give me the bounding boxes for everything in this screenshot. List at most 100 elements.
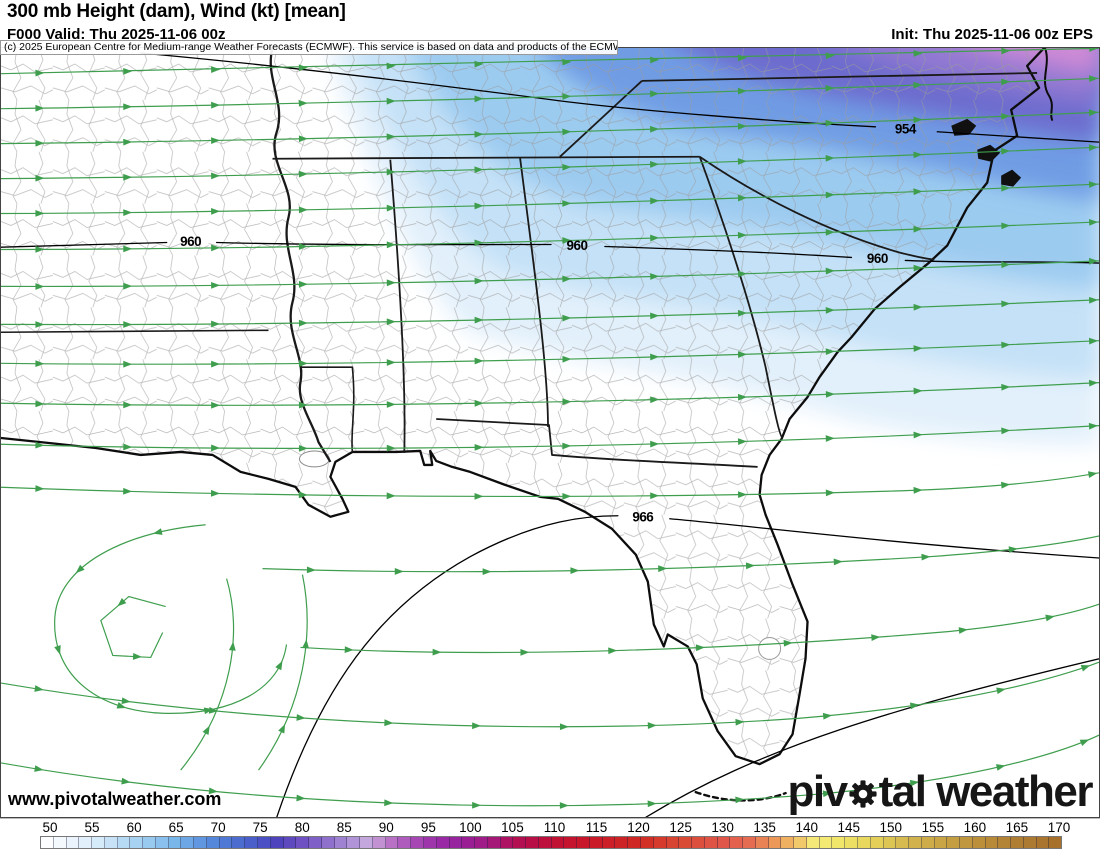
streamline-arrowhead [386, 318, 396, 326]
colorbar-tick: 165 [1005, 820, 1029, 835]
streamline-arrowhead [737, 87, 747, 95]
streamline-arrowhead [123, 245, 133, 253]
streamline-arrowhead [562, 163, 572, 171]
contour-966 [669, 518, 1099, 559]
streamline-arrowhead [298, 401, 308, 409]
streamline-arrowhead [909, 779, 920, 787]
streamline-arrowhead [123, 401, 133, 409]
streamline-arrowhead [35, 104, 45, 112]
streamline-arrowhead [296, 714, 306, 721]
streamline-arrowhead [825, 306, 835, 314]
streamline-arrowhead [386, 401, 396, 408]
streamline-arrowhead [306, 566, 316, 574]
streamline-arrowhead [123, 487, 133, 495]
colorbar-cell [717, 837, 731, 848]
streamline-arrowhead [296, 794, 306, 802]
colorbar-cell [143, 837, 156, 848]
streamline-arrowhead [735, 796, 745, 804]
streamline-arrowhead [825, 267, 835, 275]
height-contours [1, 52, 1099, 817]
colorbar-cell [411, 837, 424, 848]
colorbar-cell [309, 837, 322, 848]
streamline-arrowhead [211, 66, 221, 73]
streamline-arrowhead [386, 279, 396, 287]
colorbar-tick: 60 [126, 820, 142, 835]
streamline-arrowhead [737, 270, 748, 278]
streamline-arrowhead [386, 241, 396, 249]
streamline-arrowhead [570, 567, 580, 575]
streamline-arrowhead [996, 687, 1006, 695]
streamline-arrowhead [737, 158, 747, 165]
colorbar-tick: 130 [711, 820, 734, 835]
contour-954 [140, 52, 877, 128]
streamline-arrowhead [520, 648, 530, 656]
streamline-arrowhead [825, 228, 835, 236]
streamline-arrowhead [211, 137, 221, 144]
streamline-arrowhead [913, 387, 923, 395]
streamline-arrowhead [153, 528, 163, 535]
colorbar-cell [449, 837, 463, 848]
colorbar-cell [1036, 837, 1050, 848]
streamline-arrowhead [562, 442, 572, 450]
streamline-arrowhead [386, 444, 396, 452]
streamline-arrowhead [913, 50, 923, 57]
streamline-arrowhead [211, 320, 221, 328]
streamline-arrowhead [737, 438, 748, 446]
streamline-arrowhead [298, 319, 308, 327]
colorbar-cell [768, 837, 782, 848]
streamline-arrowhead [737, 54, 747, 62]
streamline-arrowhead [394, 568, 404, 575]
streamline-arrowhead [650, 492, 660, 500]
colorbar-cell [666, 837, 680, 848]
streamline-arrowhead [562, 492, 572, 500]
streamline-arrowhead [871, 634, 881, 641]
streamline-arrowhead [298, 491, 308, 499]
colorbar-cell [360, 837, 373, 848]
streamline-arrowhead [650, 353, 660, 361]
streamline-arrowhead [825, 119, 835, 127]
colorbar-cell [206, 837, 220, 848]
colorbar-cell [845, 837, 858, 848]
streamline-arrowhead [298, 444, 308, 452]
streamline-arrowhead [562, 398, 572, 406]
gulf-low-spiral-outer [54, 524, 288, 714]
colorbar-tick: 95 [420, 820, 436, 835]
colorbar-cell [130, 837, 144, 848]
streamline-arrowhead [1008, 546, 1018, 554]
streamline-arrowhead [298, 135, 308, 143]
streamline-arrowhead [202, 725, 210, 736]
streamline-arrowhead [650, 273, 660, 280]
streamline-arrowhead [1001, 261, 1011, 269]
streamline-arrowhead [825, 348, 835, 356]
streamline-arrowhead [474, 492, 484, 500]
streamline-arrowhead [75, 564, 85, 574]
streamline-arrowhead [1000, 481, 1011, 489]
contour-label: 960 [867, 251, 888, 266]
colorbar-tick: 55 [84, 820, 100, 835]
colorbar-tick: 100 [459, 820, 482, 835]
streamline-arrowhead [737, 491, 748, 499]
colorbar-cell [972, 837, 986, 848]
streamline-arrowhead [35, 69, 45, 77]
streamline-arrowhead [35, 441, 45, 449]
streamline-arrowhead [608, 647, 618, 655]
colorbar-cell [92, 837, 105, 848]
streamline-arrowhead [35, 321, 45, 328]
streamline-arrowhead [1088, 181, 1098, 188]
streamline-arrowhead [54, 645, 61, 655]
contour-960 [604, 245, 853, 259]
colorbar-tick: 50 [42, 820, 58, 835]
streamline-arrowhead [650, 125, 660, 133]
contour-960 [1, 241, 168, 248]
colorbar-cell [41, 837, 54, 848]
streamline-arrowhead [123, 443, 133, 451]
streamline-arrowhead [833, 558, 843, 566]
lake-okeechobee [758, 636, 782, 660]
streamline-arrowhead [121, 777, 131, 785]
contour-label: 966 [632, 509, 653, 524]
colorbar-cell [436, 837, 450, 848]
map-svg: 954 960 960 960 966 [1, 48, 1099, 817]
streamline-arrowhead [211, 444, 221, 452]
streamline-arrowhead [647, 800, 657, 808]
streamline-arrowhead [958, 627, 968, 634]
